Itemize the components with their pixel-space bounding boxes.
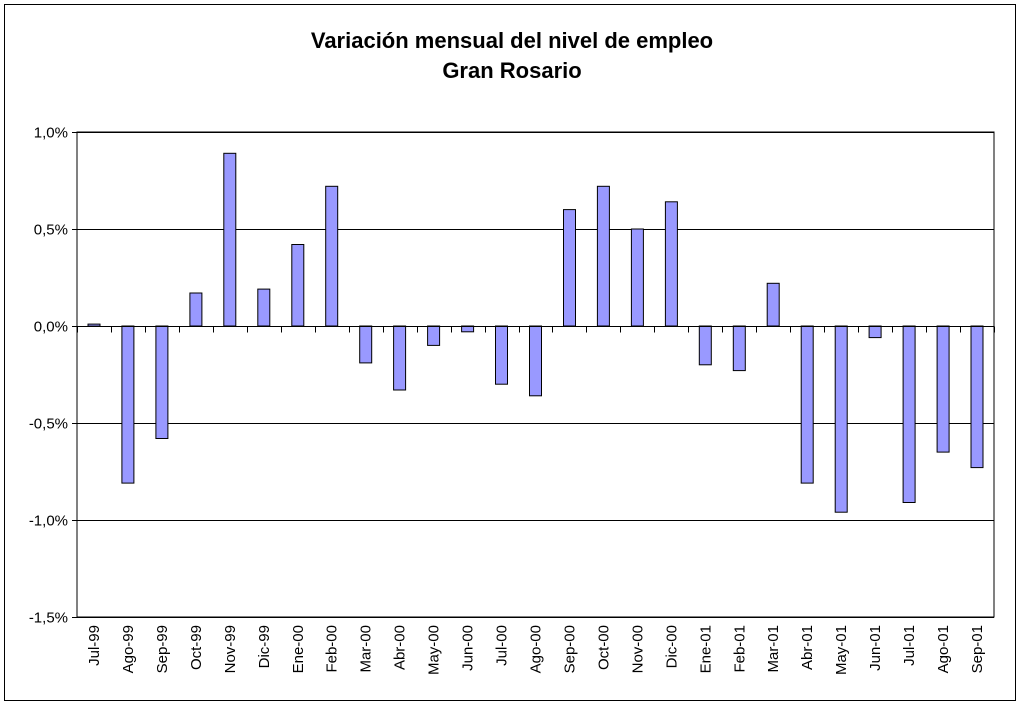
x-tick-label: Mar-00 — [358, 625, 375, 673]
y-tick-label: -0,5% — [29, 416, 68, 433]
bar-may-00 — [427, 325, 441, 346]
bar-oct-99 — [189, 292, 203, 327]
tick-labels: 1,0% 0,5% 0,0% -0,5% -1,0% -1,5% Jul-99 Ago-99 S… — [29, 125, 986, 676]
bar-sep-00 — [563, 209, 576, 327]
bar-sep-01 — [970, 325, 984, 469]
x-tick-label: Feb-00 — [324, 625, 341, 673]
bar-jul-00 — [495, 325, 508, 385]
x-tick-label: Ene-01 — [697, 625, 714, 673]
bar-ene-00 — [291, 244, 305, 327]
bar-sep-99 — [155, 325, 169, 439]
x-tick-label: May-01 — [833, 625, 850, 675]
x-tick-label: Sep-99 — [154, 625, 171, 673]
bar-jul-01 — [902, 325, 916, 503]
bar-abr-00 — [393, 325, 407, 391]
x-tick-label: Feb-01 — [731, 625, 748, 673]
y-tick-label: -1,0% — [29, 513, 68, 530]
x-tick-label: Jul-99 — [86, 625, 103, 666]
x-tick-label: Jul-00 — [494, 625, 511, 666]
x-tick-label: Sep-01 — [969, 625, 986, 673]
bar-feb-00 — [325, 185, 339, 327]
x-tick-label: Ago-99 — [120, 625, 137, 673]
y-tick-label: 0,0% — [34, 319, 68, 336]
bar-ago-00 — [529, 325, 542, 397]
bar-ago-01 — [936, 325, 950, 453]
axes — [72, 131, 995, 618]
x-tick-label: Jun-01 — [867, 625, 884, 671]
bar-nov-00 — [630, 228, 644, 327]
bar-feb-01 — [732, 325, 746, 372]
y-tick-label: 1,0% — [34, 125, 68, 142]
bar-nov-99 — [223, 152, 237, 327]
x-tick-label: May-00 — [426, 625, 443, 675]
x-tick-label: Jun-00 — [460, 625, 477, 671]
x-tick-label: Nov-99 — [222, 625, 239, 673]
bar-dic-99 — [257, 288, 271, 327]
x-tick-label: Ago-01 — [935, 625, 952, 673]
chart-subtitle: Gran Rosario — [442, 58, 582, 83]
x-tick-label: Sep-00 — [561, 625, 578, 673]
bar-mar-00 — [359, 325, 373, 364]
bar-ene-01 — [698, 325, 712, 366]
x-tick-label: Ene-00 — [290, 625, 307, 673]
bar-oct-00 — [596, 185, 610, 327]
bars — [87, 152, 984, 513]
bar-jul-99 — [87, 323, 101, 327]
bar-abr-01 — [800, 325, 814, 484]
x-tick-label: Oct-00 — [595, 625, 612, 670]
x-tick-label: Mar-01 — [765, 625, 782, 673]
bar-mar-01 — [766, 282, 780, 327]
bar-may-01 — [834, 325, 848, 513]
x-tick-label: Dic-00 — [663, 625, 680, 668]
x-tick-label: Nov-00 — [629, 625, 646, 673]
x-tick-label: Jul-01 — [901, 625, 918, 666]
x-tick-label: Abr-00 — [392, 625, 409, 670]
x-tick-label: Oct-99 — [188, 625, 205, 670]
y-tick-label: 0,5% — [34, 222, 68, 239]
bar-jun-01 — [868, 325, 882, 339]
x-tick-label: Ago-00 — [528, 625, 545, 673]
x-tick-label: Abr-01 — [799, 625, 816, 670]
chart-title: Variación mensual del nivel de empleo — [310, 28, 714, 53]
x-tick-label: Dic-99 — [256, 625, 273, 668]
bar-ago-99 — [121, 325, 135, 484]
plot-area — [76, 131, 995, 618]
y-tick-label: -1,5% — [29, 610, 68, 627]
bar-dic-00 — [664, 201, 678, 327]
